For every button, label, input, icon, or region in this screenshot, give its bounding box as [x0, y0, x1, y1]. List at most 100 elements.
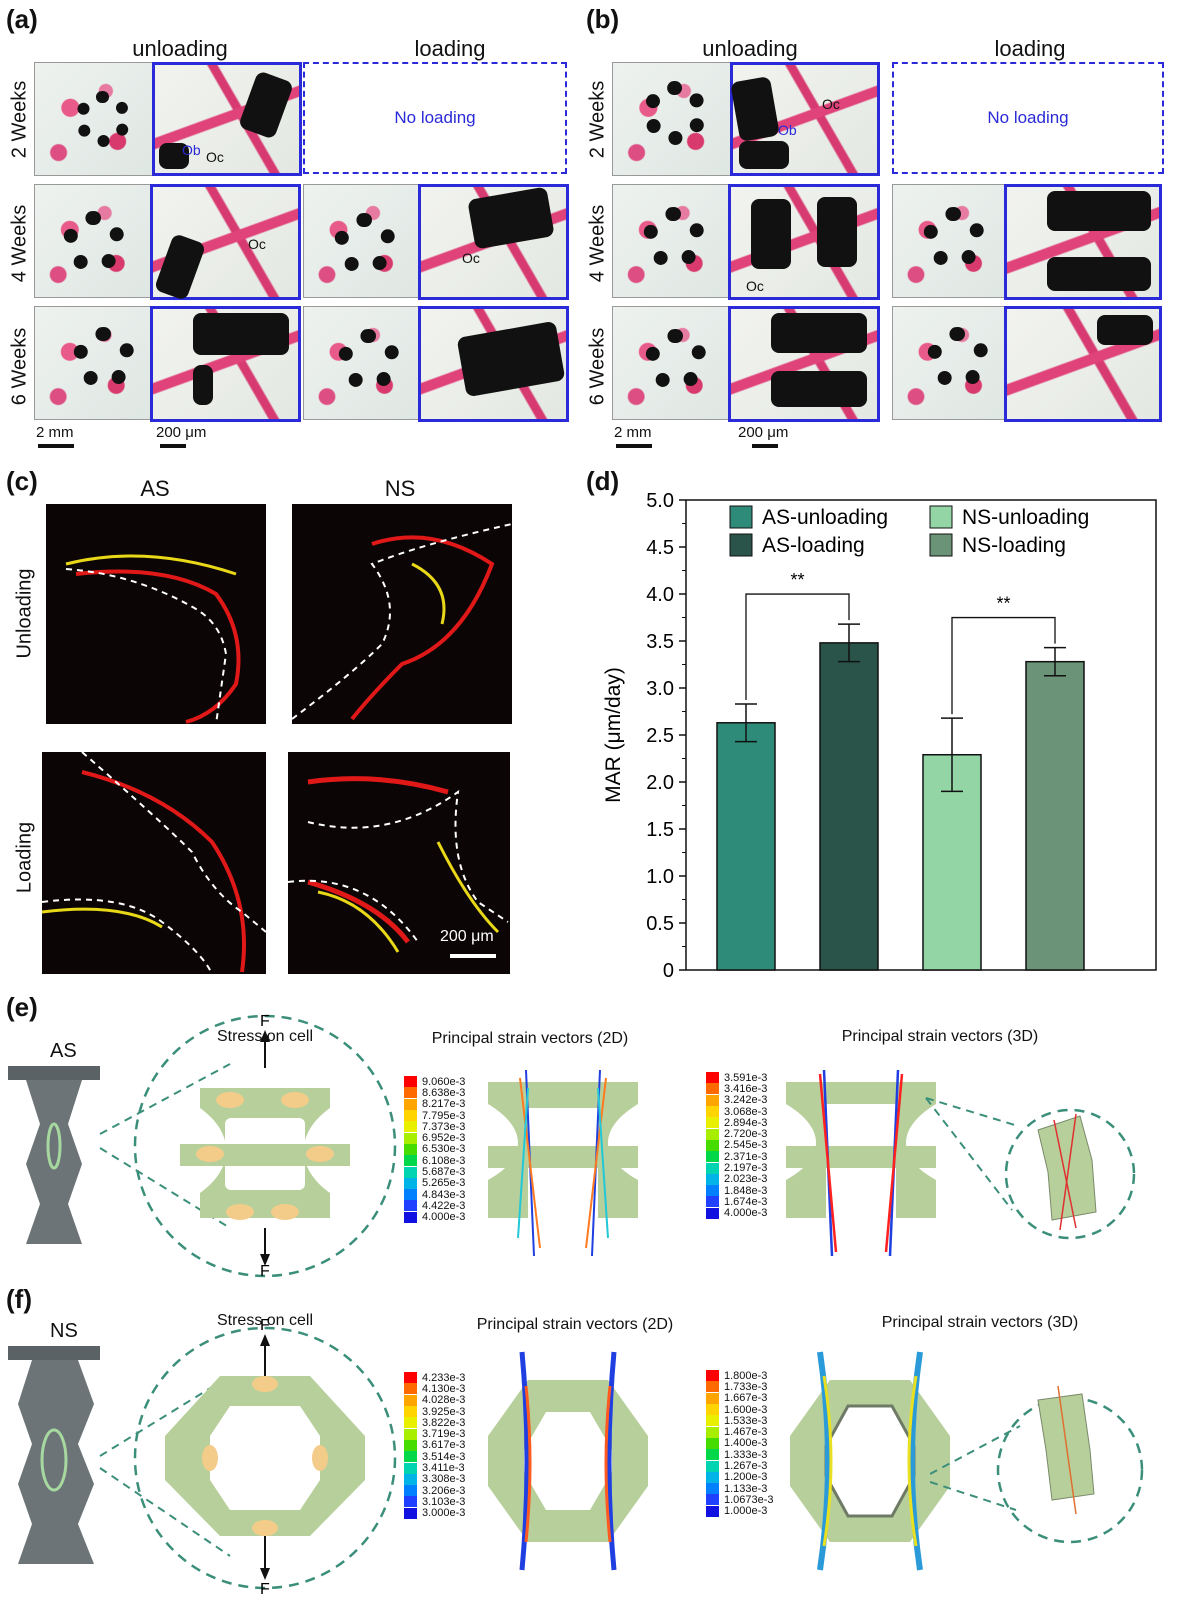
- color-scale-label: 2.720e-3: [724, 1128, 768, 1141]
- color-scale-label: 3.591e-3: [724, 1071, 768, 1084]
- color-swatch: [404, 1177, 417, 1189]
- scale-bar: [450, 954, 496, 958]
- color-scale-label: 3.068e-3: [724, 1105, 768, 1118]
- color-swatch: [706, 1483, 719, 1495]
- histology-image: [303, 306, 420, 420]
- stress-on-cell-diagram: F F: [99, 1317, 397, 1596]
- color-scale-entry: 1.333e-3: [706, 1448, 774, 1461]
- color-scale-label: 3.617e-3: [422, 1439, 466, 1452]
- color-swatch: [404, 1439, 417, 1451]
- color-swatch: [404, 1394, 417, 1406]
- panel-e-label: (e): [6, 992, 38, 1022]
- color-swatch: [404, 1098, 417, 1110]
- color-scale-entry: 1.200e-3: [706, 1471, 774, 1483]
- color-swatch: [706, 1460, 719, 1472]
- legend-label: NS-unloading: [962, 506, 1089, 529]
- color-scale-entry: 1.0673e-3: [706, 1494, 774, 1506]
- zoom-image: [1004, 306, 1162, 422]
- panel-c-row-unloading: Unloading: [13, 568, 36, 659]
- color-scale-label: 3.719e-3: [422, 1428, 466, 1441]
- mar-bar-chart: 0 0.5 1.0 1.5 2.0 2.5 3.0 3.5 4.0 4.5 5.0 MAR (μm/d…: [602, 490, 1157, 982]
- color-swatch: [706, 1196, 719, 1208]
- color-scale-label: 4.028e-3: [422, 1394, 466, 1407]
- panel-c-label: (c): [6, 466, 38, 496]
- force-label: F: [260, 1581, 270, 1596]
- panel-e-title-2d: Principal strain vectors (2D): [431, 1030, 629, 1047]
- color-scale-entry: 3.206e-3: [404, 1485, 465, 1497]
- color-scale-label: 2.023e-3: [724, 1173, 768, 1186]
- scaffold-cross-section: [63, 211, 125, 273]
- panel-b-col-unloading: unloading: [702, 36, 798, 61]
- color-scale-entry: 2.023e-3: [706, 1173, 768, 1186]
- color-scale-entry: 3.242e-3: [706, 1094, 767, 1106]
- color-scale-label: 7.373e-3: [422, 1120, 466, 1133]
- color-scale-entry: 3.103e-3: [404, 1495, 466, 1508]
- histology-image: [612, 62, 732, 176]
- panel-f-title-3d: Principal strain vectors (3D): [881, 1314, 1079, 1331]
- color-scale-entry: 1.267e-3: [706, 1460, 774, 1472]
- color-swatch: [706, 1207, 719, 1219]
- significance-bracket: [951, 616, 1056, 715]
- osteoclast-annotation: Oc: [822, 96, 840, 112]
- y-tick-label: 3.5: [646, 631, 674, 653]
- color-swatch: [404, 1211, 417, 1223]
- panel-d-label: (d): [586, 466, 620, 496]
- color-scale-entry: 7.795e-3: [404, 1110, 465, 1122]
- color-scale-label: 4.233e-3: [422, 1371, 466, 1384]
- zoom-image: [150, 184, 301, 302]
- color-scale-entry: 4.843e-3: [404, 1189, 465, 1201]
- legend-swatch: [929, 533, 953, 557]
- color-scale-entry: 1.667e-3: [706, 1392, 774, 1404]
- histology-image: [612, 184, 730, 298]
- color-scale-label: 2.371e-3: [724, 1150, 768, 1163]
- color-scale-label: 1.733e-3: [724, 1380, 768, 1393]
- force-label: F: [260, 1263, 270, 1278]
- color-scale-entry: 3.416e-3: [706, 1083, 767, 1095]
- panel-f-label: (f): [6, 1284, 32, 1314]
- panel-c-row-loading: Loading: [13, 821, 36, 894]
- color-scale-label: 8.638e-3: [422, 1086, 466, 1099]
- color-scale-label: 3.103e-3: [422, 1495, 466, 1508]
- color-scale-label: 3.308e-3: [422, 1473, 466, 1486]
- color-scale-entry: 2.894e-3: [706, 1117, 767, 1129]
- color-scale-entry: 4.130e-3: [404, 1383, 465, 1395]
- scaffold-cross-section: [643, 207, 705, 269]
- histology-image: [303, 184, 420, 298]
- color-scale-entry: 3.822e-3: [404, 1416, 466, 1429]
- color-swatch: [706, 1162, 719, 1174]
- histology-image: [34, 184, 152, 298]
- color-scale-entry: 1.133e-3: [706, 1483, 774, 1495]
- osteoclast-annotation: Oc: [746, 278, 764, 294]
- color-swatch: [706, 1415, 719, 1427]
- legend-label: AS-unloading: [762, 506, 888, 529]
- color-scale-label: 3.822e-3: [422, 1416, 466, 1429]
- osteoblast-annotation: Ob: [778, 122, 797, 138]
- color-scale-entry: 4.233e-3: [404, 1371, 466, 1384]
- color-scale-3d: 1.800e-3 1.733e-3 1.667e-3 1.600e-3 1.533e-3…: [706, 1370, 774, 1517]
- color-swatch: [706, 1106, 719, 1118]
- y-tick-label: 0: [663, 960, 674, 982]
- color-scale-entry: 4.422e-3: [404, 1200, 465, 1212]
- scale-bar: [160, 444, 186, 448]
- color-scale-label: 1.333e-3: [724, 1448, 768, 1461]
- color-swatch: [404, 1462, 417, 1474]
- zoom-image: [152, 62, 302, 176]
- osteoclast-annotation: Oc: [206, 149, 224, 165]
- color-scale-entry: 3.514e-3: [404, 1451, 465, 1463]
- color-swatch: [404, 1428, 417, 1440]
- osteoblast-annotation: Ob: [182, 142, 201, 158]
- color-scale-entry: 4.000e-3: [706, 1207, 767, 1219]
- color-swatch: [706, 1471, 719, 1483]
- y-axis-label: MAR (μm/day): [602, 667, 625, 803]
- strain-element-zoom: [925, 1097, 1136, 1240]
- color-scale-label: 5.265e-3: [422, 1177, 466, 1190]
- fluorescence-image: [292, 504, 512, 724]
- panel-b-row-6weeks: 6 Weeks: [586, 327, 609, 406]
- color-scale-label: 4.000e-3: [422, 1211, 466, 1224]
- bar: [716, 722, 776, 971]
- color-swatch: [706, 1117, 719, 1129]
- strain-vectors-3d: [790, 1351, 950, 1571]
- color-scale-label: 3.000e-3: [422, 1507, 466, 1520]
- zoom-image: [730, 62, 880, 176]
- panel-b-row-2weeks: 2 Weeks: [586, 80, 609, 159]
